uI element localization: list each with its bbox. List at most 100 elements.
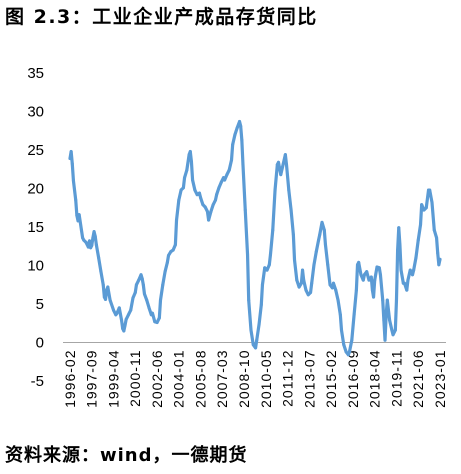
data-point	[430, 200, 434, 204]
data-point	[287, 188, 291, 192]
data-point	[163, 270, 167, 274]
data-point	[105, 288, 109, 292]
data-point	[359, 273, 363, 277]
data-point	[322, 228, 326, 232]
data-point	[207, 218, 211, 222]
data-point	[350, 338, 354, 342]
data-point	[260, 283, 264, 287]
data-point	[293, 258, 297, 262]
x-tick-label: 2018-04	[367, 350, 383, 408]
data-point	[217, 186, 221, 190]
data-point	[247, 298, 251, 302]
data-point	[89, 246, 93, 250]
data-point	[265, 268, 269, 272]
data-point	[406, 278, 410, 282]
data-point	[334, 288, 338, 292]
data-point	[82, 238, 86, 242]
data-point	[304, 288, 308, 292]
data-point	[362, 273, 366, 277]
data-point	[159, 298, 162, 302]
data-point	[291, 233, 295, 237]
data-point	[243, 208, 247, 212]
data-point	[104, 297, 108, 301]
data-point	[331, 281, 335, 285]
data-point	[369, 275, 373, 279]
data-point	[93, 234, 97, 238]
data-point	[281, 163, 285, 167]
data-point	[361, 278, 365, 282]
data-point	[175, 218, 179, 222]
data-point	[436, 251, 440, 255]
data-point	[397, 226, 401, 230]
data-point	[378, 273, 382, 277]
data-point	[367, 278, 371, 282]
data-point	[251, 343, 255, 347]
data-point	[165, 260, 169, 264]
data-point	[79, 228, 83, 232]
data-point	[173, 243, 177, 247]
data-point	[346, 353, 350, 357]
data-point	[142, 292, 146, 296]
data-point	[375, 265, 379, 269]
data-point	[309, 290, 313, 294]
data-point	[134, 283, 138, 287]
data-point	[121, 327, 125, 331]
x-tick-label: 2008-10	[236, 350, 252, 408]
data-point	[185, 168, 189, 172]
data-point	[318, 233, 322, 237]
x-tick-label: 1997-09	[84, 350, 100, 408]
data-point	[386, 308, 390, 312]
data-point	[140, 277, 144, 281]
data-point	[205, 210, 209, 214]
data-point	[235, 126, 239, 130]
data-point	[222, 176, 225, 180]
data-point	[257, 323, 261, 327]
data-point	[396, 248, 400, 252]
data-point	[215, 193, 219, 197]
data-point	[276, 160, 280, 164]
data-point	[188, 150, 192, 154]
data-point	[412, 268, 416, 272]
data-point	[428, 188, 432, 192]
data-point	[219, 180, 223, 184]
data-point	[81, 236, 85, 240]
data-point	[424, 206, 428, 210]
data-point	[213, 198, 217, 202]
source-note: 资料来源：wind，一德期货	[5, 445, 248, 466]
data-point	[285, 163, 288, 167]
data-point	[372, 295, 376, 299]
data-point	[155, 320, 159, 324]
data-point	[271, 228, 275, 232]
data-point	[405, 288, 409, 292]
data-point	[246, 253, 250, 257]
data-point	[129, 308, 133, 312]
data-point	[76, 219, 80, 223]
data-point	[169, 250, 173, 254]
data-point	[77, 213, 81, 217]
data-point	[339, 328, 343, 332]
data-point	[382, 318, 386, 322]
data-point	[357, 260, 361, 264]
data-point	[74, 198, 78, 202]
data-point	[91, 236, 95, 240]
data-point	[323, 243, 327, 247]
data-point	[133, 290, 137, 294]
data-point	[356, 263, 360, 267]
x-tick-label: 2010-05	[258, 350, 274, 408]
data-point	[402, 281, 406, 285]
data-point	[227, 168, 231, 172]
data-point	[263, 266, 267, 270]
data-point	[223, 178, 227, 182]
data-point	[108, 298, 112, 302]
y-tick-label: 30	[27, 104, 44, 121]
data-point	[422, 208, 426, 212]
x-tick-label: 2013-07	[301, 350, 317, 408]
data-point	[145, 298, 149, 302]
x-tick-label: 2002-06	[149, 350, 165, 408]
data-point	[283, 153, 287, 157]
data-point	[97, 256, 101, 260]
data-point	[150, 311, 154, 315]
data-point	[179, 188, 183, 192]
data-point	[191, 178, 195, 182]
data-point	[393, 328, 397, 332]
